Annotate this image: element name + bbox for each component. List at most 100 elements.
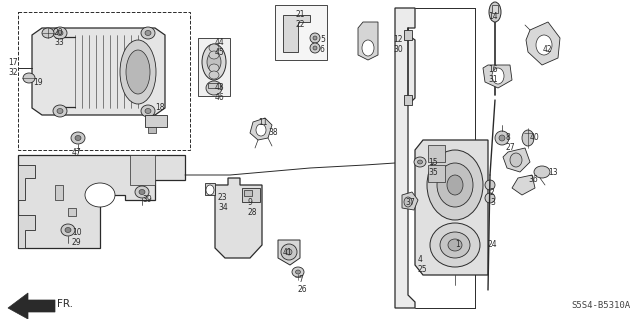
Polygon shape [395, 8, 415, 308]
Text: 40: 40 [530, 133, 540, 142]
Ellipse shape [447, 175, 463, 195]
Ellipse shape [256, 124, 266, 136]
Ellipse shape [362, 40, 374, 56]
Ellipse shape [448, 239, 462, 251]
Ellipse shape [135, 186, 149, 198]
Ellipse shape [145, 31, 151, 35]
Ellipse shape [209, 64, 219, 72]
Ellipse shape [57, 31, 63, 35]
Ellipse shape [209, 51, 219, 59]
Text: 3: 3 [490, 198, 495, 207]
Bar [404, 95, 412, 105]
Ellipse shape [522, 130, 534, 146]
Ellipse shape [510, 153, 522, 167]
Polygon shape [402, 192, 418, 210]
Ellipse shape [536, 35, 552, 55]
Ellipse shape [292, 267, 304, 277]
Ellipse shape [139, 189, 145, 195]
Polygon shape [32, 28, 165, 115]
Polygon shape [526, 22, 560, 65]
Bar [492, 5, 498, 13]
Text: 29: 29 [72, 238, 82, 247]
Bar [145, 115, 167, 127]
Polygon shape [512, 175, 535, 195]
Ellipse shape [485, 180, 495, 190]
Ellipse shape [53, 105, 67, 117]
Text: 32: 32 [8, 68, 18, 77]
Ellipse shape [206, 185, 214, 195]
Text: 20: 20 [54, 28, 63, 37]
Bar [404, 30, 412, 40]
Text: FR.: FR. [57, 299, 73, 309]
Text: 11: 11 [258, 118, 268, 127]
Ellipse shape [145, 108, 151, 114]
Text: 16: 16 [488, 65, 498, 74]
Ellipse shape [417, 160, 422, 164]
Text: 25: 25 [418, 265, 428, 274]
Text: 33: 33 [54, 38, 64, 47]
Ellipse shape [207, 52, 221, 72]
Ellipse shape [495, 131, 509, 145]
Text: 45: 45 [215, 48, 225, 57]
Text: 26: 26 [298, 285, 308, 294]
Ellipse shape [310, 43, 320, 53]
Ellipse shape [281, 244, 297, 260]
Ellipse shape [209, 44, 219, 52]
Text: 21: 21 [295, 10, 305, 19]
Text: 37: 37 [405, 198, 415, 207]
Text: 22: 22 [295, 20, 305, 29]
Ellipse shape [437, 163, 473, 207]
Text: 14: 14 [488, 12, 498, 21]
Text: 34: 34 [218, 203, 228, 212]
Ellipse shape [313, 36, 317, 40]
Text: 8: 8 [505, 133, 509, 142]
Ellipse shape [141, 105, 155, 117]
Polygon shape [503, 148, 530, 172]
Ellipse shape [206, 81, 222, 95]
Text: 2: 2 [490, 188, 495, 197]
Text: 18: 18 [155, 103, 164, 112]
Ellipse shape [427, 150, 483, 220]
Ellipse shape [492, 68, 504, 84]
Ellipse shape [61, 224, 75, 236]
Text: S5S4-B5310A: S5S4-B5310A [571, 301, 630, 310]
Text: 13: 13 [548, 168, 557, 177]
Ellipse shape [85, 183, 115, 207]
Bar [275, 5, 327, 60]
Ellipse shape [310, 33, 320, 43]
Polygon shape [8, 293, 55, 319]
Text: 7: 7 [298, 275, 303, 284]
Bar [244, 190, 252, 196]
Polygon shape [18, 215, 35, 248]
Text: 38: 38 [268, 128, 278, 137]
Polygon shape [18, 155, 185, 248]
Ellipse shape [440, 232, 470, 258]
Text: 1: 1 [455, 240, 460, 249]
Text: 4: 4 [418, 255, 423, 264]
Polygon shape [215, 178, 262, 258]
Polygon shape [428, 165, 445, 182]
Text: 23: 23 [218, 193, 228, 202]
Bar [198, 38, 230, 96]
Ellipse shape [23, 73, 35, 83]
Text: 35: 35 [428, 168, 438, 177]
Ellipse shape [65, 227, 71, 233]
Text: 6: 6 [320, 45, 325, 54]
Text: 31: 31 [488, 75, 498, 84]
Text: 42: 42 [543, 45, 552, 54]
Ellipse shape [53, 27, 67, 39]
Polygon shape [205, 183, 215, 195]
Bar [68, 208, 76, 216]
Ellipse shape [57, 108, 63, 114]
Text: 28: 28 [248, 208, 257, 217]
Text: 19: 19 [33, 78, 43, 87]
Ellipse shape [404, 197, 412, 207]
Polygon shape [415, 140, 488, 275]
Ellipse shape [209, 71, 219, 79]
Ellipse shape [313, 46, 317, 50]
Ellipse shape [286, 249, 292, 255]
Text: 27: 27 [505, 143, 515, 152]
Ellipse shape [296, 270, 301, 274]
Polygon shape [130, 155, 155, 185]
Bar [208, 83, 220, 88]
